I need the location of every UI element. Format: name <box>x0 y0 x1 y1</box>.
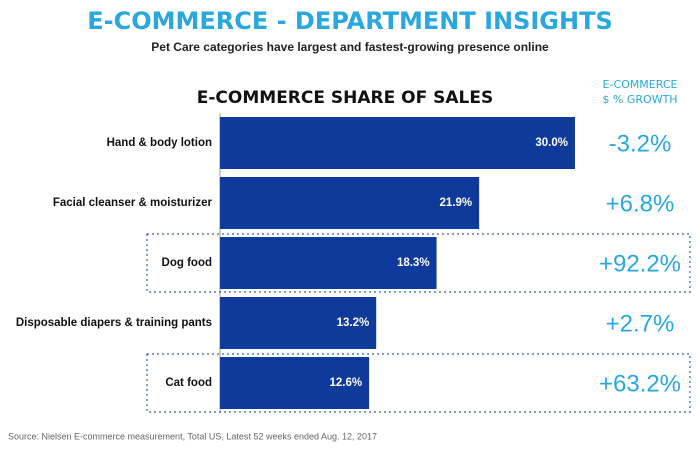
growth-value: -3.2% <box>609 130 672 157</box>
value-label: 18.3% <box>397 257 430 269</box>
category-label: Cat food <box>165 377 212 389</box>
value-label: 12.6% <box>329 377 362 389</box>
growth-value: +92.2% <box>599 250 681 277</box>
chart-subtitle: Pet Care categories have largest and fas… <box>151 40 549 54</box>
highlight-box <box>146 233 691 293</box>
growth-value: +2.7% <box>606 310 675 337</box>
bar <box>220 297 377 349</box>
source-note: Source: Nielsen E-commerce measurement, … <box>8 431 377 441</box>
growth-header: E-COMMERCE <box>603 78 678 91</box>
chart-title: E-COMMERCE - DEPARTMENT INSIGHTS <box>87 7 613 35</box>
bar <box>220 357 370 409</box>
growth-value: +63.2% <box>599 370 681 397</box>
category-label: Hand & body lotion <box>107 137 212 149</box>
growth-value: +6.8% <box>606 190 675 217</box>
highlight-box <box>146 353 691 413</box>
chart-heading: E-COMMERCE SHARE OF SALES <box>197 88 493 108</box>
category-label: Disposable diapers & training pants <box>16 317 212 329</box>
category-label: Facial cleanser & moisturizer <box>53 197 213 209</box>
growth-header: $ % GROWTH <box>602 93 677 106</box>
bar <box>220 117 575 169</box>
bar <box>220 177 480 229</box>
value-label: 30.0% <box>535 137 568 149</box>
bar <box>220 237 437 289</box>
category-label: Dog food <box>162 257 212 269</box>
value-label: 13.2% <box>337 317 370 329</box>
value-label: 21.9% <box>440 197 473 209</box>
